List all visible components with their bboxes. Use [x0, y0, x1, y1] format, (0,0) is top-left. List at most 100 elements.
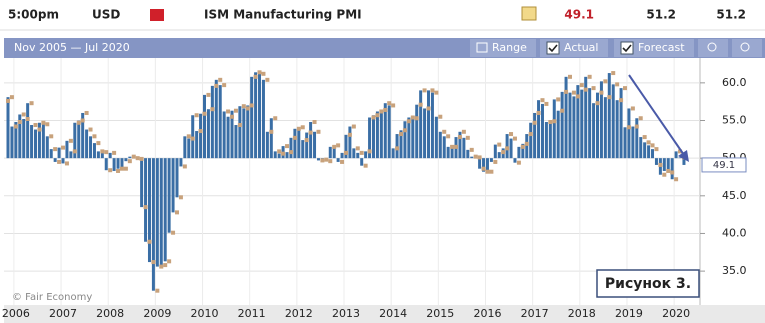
- bar: [246, 105, 250, 159]
- bar: [678, 157, 682, 159]
- forecast-marker: [599, 90, 604, 95]
- forecast-marker: [147, 239, 152, 244]
- bar: [670, 158, 674, 180]
- forecast-marker: [131, 154, 136, 159]
- bar: [387, 105, 391, 159]
- forecast-marker: [615, 82, 620, 87]
- forecast-marker: [178, 195, 183, 200]
- bar: [395, 134, 399, 159]
- bar: [674, 151, 678, 159]
- forecast-toggle[interactable]: [614, 39, 694, 57]
- forecast-marker: [477, 155, 482, 160]
- bar: [375, 111, 379, 159]
- trend-arrow: [628, 74, 685, 156]
- bar: [383, 103, 387, 159]
- bar: [289, 137, 293, 159]
- forecast-marker: [658, 162, 663, 167]
- bar: [513, 158, 517, 163]
- forecast-marker: [591, 86, 596, 91]
- forecast-marker: [540, 98, 545, 103]
- x-tick-label: 2007: [49, 307, 77, 320]
- bar: [116, 158, 120, 169]
- y-tick-label: 40.0: [722, 226, 747, 239]
- forecast-marker: [340, 159, 345, 164]
- range-icon: [476, 42, 488, 53]
- x-tick-label: 2018: [568, 307, 596, 320]
- forecast-marker: [446, 134, 451, 139]
- forecast-marker: [202, 111, 207, 116]
- bar: [631, 126, 635, 159]
- bar: [360, 158, 364, 166]
- forecast-marker: [29, 101, 34, 106]
- forecast-marker: [674, 177, 679, 182]
- forecast-marker: [430, 88, 435, 93]
- bar: [69, 151, 73, 159]
- forecast-marker: [367, 149, 372, 154]
- forecast-marker: [53, 147, 58, 152]
- bar: [399, 130, 403, 159]
- bar: [226, 116, 230, 159]
- x-tick-label: 2016: [473, 307, 501, 320]
- forecast-marker: [237, 123, 242, 128]
- checkbox[interactable]: [620, 41, 634, 55]
- bar: [607, 73, 611, 159]
- forecast-marker: [174, 210, 179, 215]
- watermark: © Fair Economy: [12, 292, 92, 303]
- forecast-marker: [509, 132, 514, 137]
- detail-icon[interactable]: [521, 6, 537, 21]
- bar: [356, 152, 360, 159]
- bar: [10, 126, 14, 159]
- bar: [124, 158, 128, 162]
- forecast-marker: [336, 143, 341, 148]
- bar: [344, 134, 348, 159]
- bar: [37, 122, 41, 159]
- forecast-marker: [414, 116, 419, 121]
- bar: [572, 96, 576, 159]
- forecast-marker: [410, 115, 415, 120]
- forecast-marker: [13, 124, 18, 129]
- zoom-in[interactable]: [698, 39, 728, 57]
- forecast-marker: [194, 113, 199, 118]
- forecast-marker: [167, 259, 172, 264]
- forecast-marker: [623, 86, 628, 91]
- bar: [493, 144, 497, 159]
- event[interactable]: ISM Manufacturing PMI: [204, 8, 362, 22]
- bar: [544, 122, 548, 159]
- top-row: [0, 0, 765, 30]
- forecast-marker: [33, 123, 38, 128]
- bar: [53, 158, 57, 162]
- bar: [434, 116, 438, 159]
- forecast-marker: [328, 159, 333, 164]
- bar: [379, 109, 383, 159]
- forecast-marker: [544, 101, 549, 106]
- bar: [368, 117, 372, 159]
- forecast-marker: [399, 132, 403, 137]
- legend-forecast[interactable]: Forecast: [638, 41, 685, 54]
- forecast-marker: [501, 150, 506, 155]
- bar: [100, 152, 104, 159]
- x-tick-label: 2011: [238, 307, 266, 320]
- checkbox[interactable]: [546, 41, 560, 55]
- bar: [144, 158, 148, 242]
- bar: [529, 122, 533, 159]
- bar: [250, 76, 254, 159]
- bar: [603, 97, 607, 159]
- forecast-marker: [123, 166, 128, 171]
- forecast-marker: [611, 71, 616, 76]
- x-tick-label: 2012: [285, 307, 313, 320]
- y-tick-label: 35.0: [722, 264, 747, 277]
- bar: [73, 122, 77, 159]
- bar: [485, 158, 489, 172]
- forecast-marker: [567, 74, 572, 79]
- forecast-marker: [493, 159, 498, 164]
- forecast-marker: [457, 135, 462, 140]
- bar: [560, 91, 564, 159]
- x-tick-label: 2020: [662, 307, 690, 320]
- zoom-out[interactable]: [732, 39, 762, 57]
- legend-actual[interactable]: Actual: [564, 41, 598, 54]
- bar: [313, 131, 317, 159]
- forecast-marker: [9, 95, 14, 100]
- forecast-marker: [630, 106, 635, 111]
- range-label[interactable]: Range: [492, 41, 527, 54]
- bar: [666, 158, 670, 173]
